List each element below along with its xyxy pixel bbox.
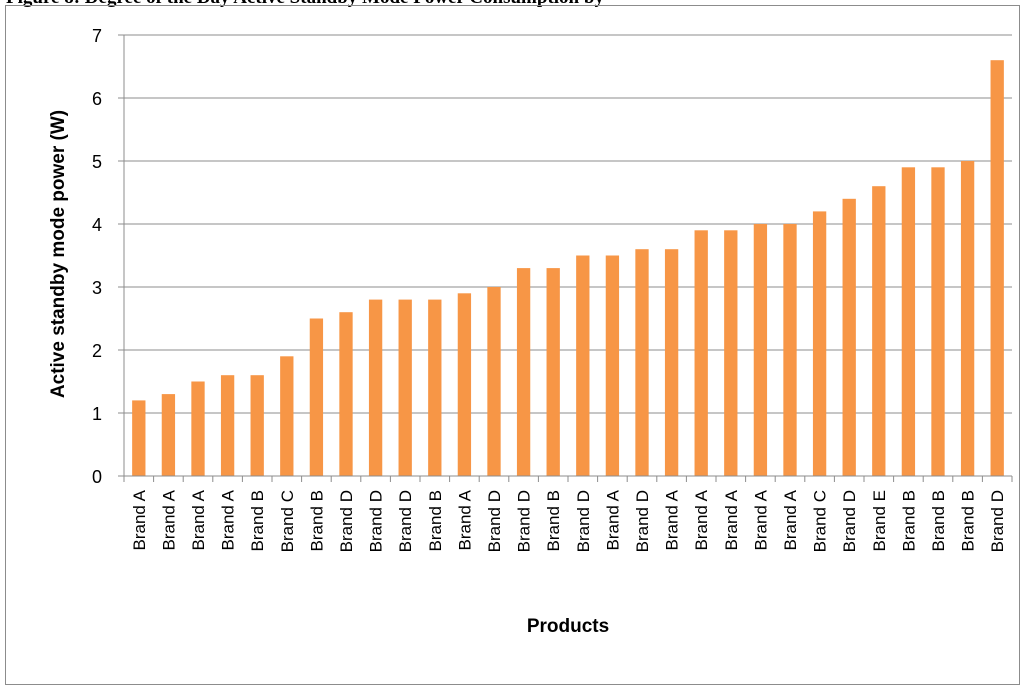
bar [812,211,827,476]
x-tick-label: Brand B [959,490,978,551]
x-tick-label: Brand C [278,490,297,552]
bar [783,224,797,476]
bar [605,255,620,476]
bars [132,60,1004,477]
x-tick-label: Brand A [189,489,208,550]
bar [576,255,590,476]
x-tick-label: Brand D [337,490,356,552]
bar [132,400,146,476]
x-tick-label: Brand D [396,490,415,552]
x-tick-labels: Brand A Brand A Brand A Brand A Brand B Brand… [130,489,1007,552]
bar [546,268,560,476]
y-tick-label: 2 [92,341,102,361]
bar [428,299,442,476]
bar [753,224,768,476]
x-tick-label: Brand A [663,489,682,550]
bar [280,356,294,476]
x-tick-label: Brand D [367,490,386,552]
bar [901,167,916,477]
bar [309,318,324,476]
bar [872,186,886,476]
bar [191,381,205,476]
x-tick-label: Brand D [574,490,593,552]
bar [457,293,472,476]
x-tick-label: Brand D [633,490,652,552]
x-tick-label: Brand A [722,489,741,550]
x-tick-label: Brand B [426,490,445,551]
x-tick-label: Brand A [692,489,711,550]
x-tick-label: Brand A [130,489,149,550]
x-tick-label: Brand A [751,489,770,550]
bar [960,161,975,476]
figure-caption-strip: Figure 8: Degree of the Day Active Stand… [0,0,1027,10]
bar [487,287,501,476]
y-tick-label: 5 [92,152,102,172]
figure-caption: Figure 8: Degree of the Day Active Stand… [6,0,604,9]
bar [368,299,383,476]
bar [635,249,649,476]
x-axis-title: Products [527,616,609,637]
bar [724,230,738,476]
x-tick-label: Brand D [515,490,534,552]
y-tick-label: 7 [92,26,102,46]
x-tick-label: Brand B [544,490,563,551]
bar [398,299,412,476]
x-tick-label: Brand C [811,490,830,552]
x-tick-label: Brand A [219,489,238,550]
y-tick-label: 1 [92,404,102,424]
bar [842,198,856,477]
y-tick-labels: 0 1 2 3 4 5 6 7 [92,26,102,487]
bar [220,375,235,476]
x-tick-label: Brand A [455,489,474,550]
bar [664,249,679,476]
x-tick-label: Brand D [485,490,504,552]
bar [931,167,945,477]
y-tick-label: 4 [92,215,102,235]
x-tick-label: Brand A [603,489,622,550]
x-tick-label: Brand B [307,490,326,551]
x-tick-label: Brand B [899,490,918,551]
y-tick-label: 6 [92,89,102,109]
bar [694,230,708,476]
x-tick-label: Brand D [988,490,1007,552]
y-tick-label: 3 [92,278,102,298]
axes [123,35,1013,482]
gridlines [118,34,1012,477]
bar [516,268,531,476]
bar [161,394,176,476]
bar [339,312,353,476]
x-tick-label: Brand A [781,489,800,550]
y-tick-label: 0 [92,467,102,487]
bar [990,60,1004,476]
x-tick-label: Brand B [248,490,267,551]
x-tick-label: Brand D [840,490,859,552]
x-tick-label: Brand A [159,489,178,550]
x-tick-label: Brand B [929,490,948,551]
x-tick-label: Brand E [870,490,889,551]
bar [250,375,264,476]
y-axis-title: Active standby mode power (W) [48,110,69,398]
